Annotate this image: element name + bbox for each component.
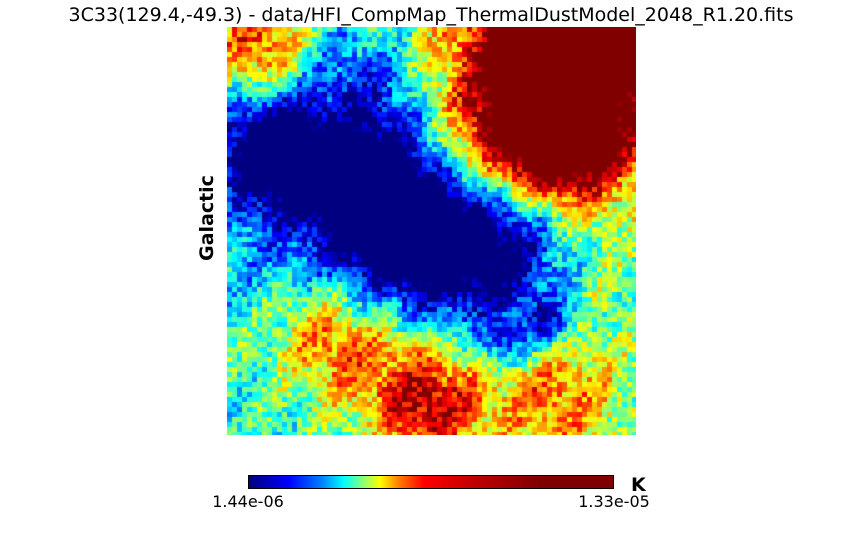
coordinate-frame-label: Galactic [196, 175, 218, 261]
colorbar-unit: K [631, 474, 646, 496]
sky-map-image [227, 27, 636, 435]
colorbar-min-label: 1.44e-06 [212, 492, 284, 511]
colorbar [248, 475, 614, 489]
figure-title: 3C33(129.4,-49.3) - data/HFI_CompMap_The… [68, 4, 794, 26]
colorbar-max-label: 1.33e-05 [578, 492, 650, 511]
